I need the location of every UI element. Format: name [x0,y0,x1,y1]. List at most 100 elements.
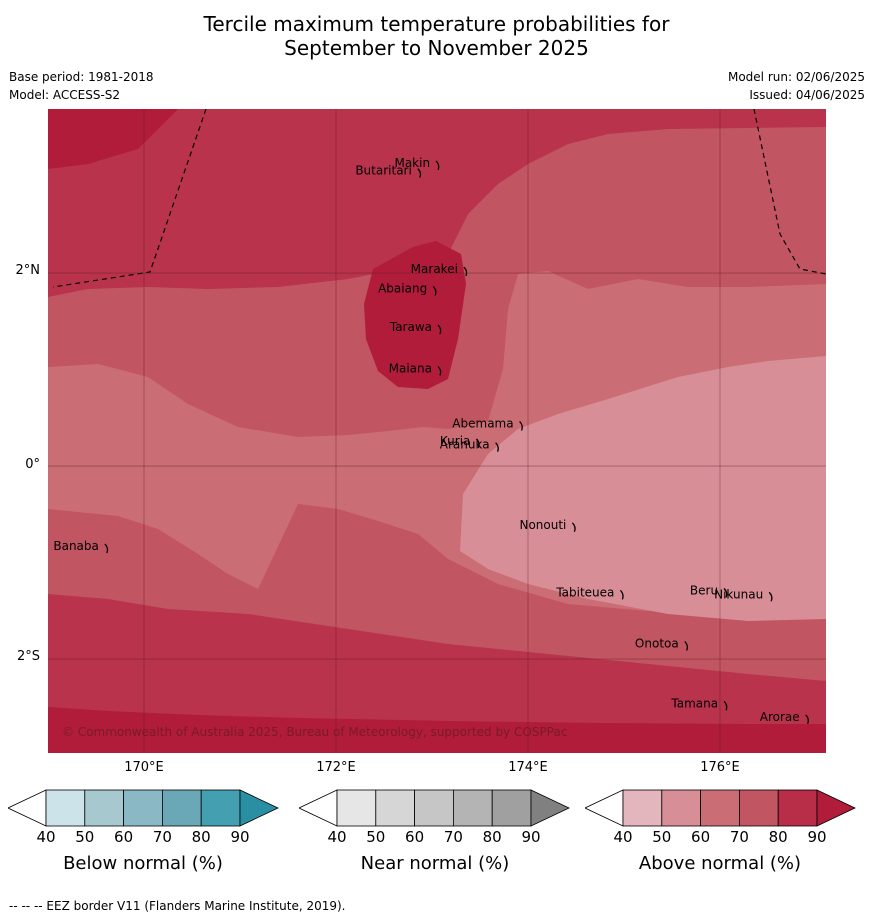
eez-border-east [753,109,826,275]
eez-border-west [52,109,207,288]
colorbar-tick-label: 60 [114,828,134,846]
island-outline [437,365,442,376]
lon-label-170e: 170°E [124,760,164,775]
colorbar-graphic [7,789,279,827]
colorbar-max-extend [816,789,856,827]
colorbar-tick-label: 50 [652,828,672,846]
colorbar-near-normal: 40 50 60 70 80 90 [298,788,571,846]
lon-label-176e: 176°E [700,760,740,775]
title-line-2: September to November 2025 [284,36,589,60]
model-name: Model: ACCESS-S2 [9,88,121,102]
lon-label-174e: 174°E [508,760,548,775]
colorbar-graphic [298,789,570,827]
place-label: Tabiteuea [555,585,614,599]
colorbar-min-extend [584,789,624,827]
colorbar-below-normal: 40 50 60 70 80 90 [7,788,280,846]
colorbar-min-extend [7,789,47,827]
region-90-bottom [48,707,826,753]
colorbar-segment [661,789,702,827]
island-outline [104,543,109,554]
colorbar-segment [738,789,779,827]
copyright-notice: © Commonwealth of Australia 2025, Bureau… [62,725,567,739]
colorbar-segment [491,789,532,827]
colorbar-above-normal: 40 50 60 70 80 90 [584,788,857,846]
island-outline [768,591,773,602]
lat-label-0: 0° [25,457,40,472]
colorbar-tick-label: 70 [152,828,172,846]
island-outline [417,168,422,178]
colorbar-segment [700,789,740,827]
place-label: Arorae [760,710,800,724]
meta-left: Base period: 1981-2018 Model: ACCESS-S2 [9,68,154,104]
colorbar-tick-label: 80 [768,828,788,846]
lon-label-172e: 172°E [316,760,356,775]
colorbar-above-label: Above normal (%) [638,853,802,874]
colorbar-max-extend [239,789,279,827]
colorbar-max-extend [530,789,570,827]
place-label: Marakei [411,262,458,276]
model-run: Model run: 02/06/2025 [727,70,865,84]
island-outline [437,324,442,335]
colorbar-graphic [584,789,856,827]
colorbar-segment [622,789,663,827]
colorbar-segment [452,789,493,827]
colorbar-segment [45,789,86,827]
colorbar-tick-label: 50 [366,828,386,846]
title-line-1: Tercile maximum temperature probabilitie… [203,12,670,36]
place-label: Kuria [440,434,471,448]
colorbar-segment [84,789,125,827]
colorbar-segment [777,789,818,827]
colorbar-segment [414,789,454,827]
island-outline [723,587,728,598]
issued-date: Issued: 04/06/2025 [749,88,865,102]
eez-footer-note: -- -- -- EEZ border V11 (Flanders Marine… [9,899,346,913]
island-outline [723,700,728,711]
place-label: Aranuka [440,438,490,452]
region-90-topleft [48,109,178,169]
colorbar-below-label: Below normal (%) [63,853,223,874]
chart-title: Tercile maximum temperature probabilitie… [0,12,873,60]
region-50 [460,356,826,621]
place-label: Tamana [670,696,718,710]
colorbar-tick-label: 70 [443,828,463,846]
island-outline [432,285,437,296]
place-label: Tarawa [389,320,432,334]
base-period: Base period: 1981-2018 [9,70,154,84]
colorbar-segment [200,789,241,827]
colorbar-tick-label: 70 [729,828,749,846]
island-outline [571,522,576,533]
island-outline [684,641,689,651]
place-label: Abaiang [378,281,427,295]
lat-label-2s: 2°S [16,649,40,664]
lat-label-2n: 2°N [15,263,41,278]
colorbar-tick-label: 90 [807,828,827,846]
colorbar-min-extend [298,789,338,827]
island-outline [495,442,499,452]
colorbar-tick-label: 80 [191,828,211,846]
place-label: Nonouti [519,518,566,532]
place-label: Abemama [452,416,513,430]
colorbar-tick-label: 60 [691,828,711,846]
colorbar-segment [123,789,163,827]
colorbar-tick-label: 50 [75,828,95,846]
island-outline [463,266,468,277]
island-outline [519,420,523,431]
colorbar-tick-label: 80 [482,828,502,846]
colorbar-segment [375,789,416,827]
colorbar-tick-label: 90 [230,828,250,846]
region-90-tarawa [364,241,466,389]
place-label: Banaba [53,539,99,553]
island-outline [435,160,440,171]
island-outline [619,589,624,600]
place-label: Maiana [389,361,432,375]
colorbar-tick-label: 40 [327,828,347,846]
colorbar-segment [161,789,202,827]
colorbar-tick-label: 40 [613,828,633,846]
place-label: Makin [394,156,430,170]
colorbar-tick-label: 40 [36,828,56,846]
place-label: Nikunau [714,587,763,601]
meta-right: Model run: 02/06/2025 Issued: 04/06/2025 [728,68,865,104]
island-outline [805,714,809,725]
